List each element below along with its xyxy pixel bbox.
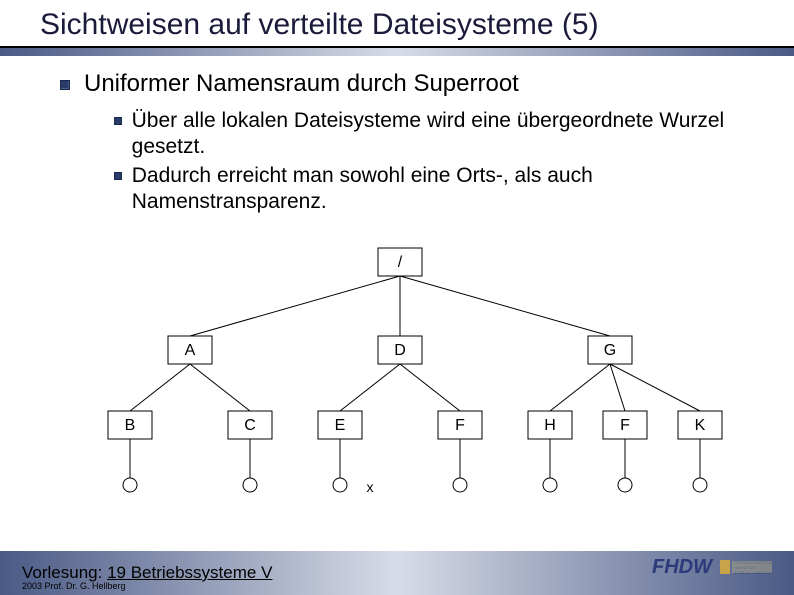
svg-text:F: F xyxy=(620,417,630,434)
tree-diagram: / A D G B C E F H F Kx xyxy=(70,240,730,510)
svg-text:x: x xyxy=(367,479,374,495)
footer-line2: 2003 Prof. Dr. G. Hellberg xyxy=(22,581,126,591)
sub-bullet-text: Dadurch erreicht man sowohl eine Orts-, … xyxy=(132,163,764,216)
footer-title: 19 Betriebssysteme V xyxy=(107,563,272,582)
tree-svg: / A D G B C E F H F Kx xyxy=(70,240,730,510)
logo-main: FHDW xyxy=(652,556,714,578)
sub-bullet-row: Dadurch erreicht man sowohl eine Orts-, … xyxy=(114,163,764,216)
sub-bullet-text: Über alle lokalen Dateisysteme wird eine… xyxy=(132,108,764,161)
bullet-icon xyxy=(114,117,122,125)
logo-badge-bg xyxy=(720,560,730,574)
svg-text:C: C xyxy=(244,417,256,434)
title-underline xyxy=(0,48,794,56)
logo-badge-sticker xyxy=(732,561,772,573)
svg-text:G: G xyxy=(604,342,616,359)
svg-text:A: A xyxy=(185,342,196,359)
sub-bullet-row: Über alle lokalen Dateisysteme wird eine… xyxy=(114,108,764,161)
main-bullet-text: Uniformer Namensraum durch Superroot xyxy=(84,70,519,98)
svg-text:B: B xyxy=(125,417,136,434)
slide-title: Sichtweisen auf verteilte Dateisysteme (… xyxy=(0,0,794,48)
logo-svg: FHDW FACHHOCHSCHULE FÜR DIE WIRTSCHAFT H… xyxy=(652,553,772,589)
main-bullet-row: Uniformer Namensraum durch Superroot xyxy=(60,70,764,98)
sub-bullet-list: Über alle lokalen Dateisysteme wird eine… xyxy=(114,108,764,215)
bullet-icon xyxy=(60,80,70,90)
footer-prefix: Vorlesung: xyxy=(22,563,107,582)
footer-line1: Vorlesung: 19 Betriebssysteme V xyxy=(22,563,272,583)
svg-text:/: / xyxy=(398,254,403,271)
svg-text:F: F xyxy=(455,417,465,434)
content-area: Uniformer Namensraum durch Superroot Übe… xyxy=(0,56,794,215)
title-text: Sichtweisen auf verteilte Dateisysteme (… xyxy=(40,8,599,41)
fhdw-logo: FHDW FACHHOCHSCHULE FÜR DIE WIRTSCHAFT H… xyxy=(652,553,772,589)
svg-text:H: H xyxy=(544,417,556,434)
footer-bar: Vorlesung: 19 Betriebssysteme V 2003 Pro… xyxy=(0,551,794,595)
svg-text:K: K xyxy=(695,417,706,434)
svg-text:E: E xyxy=(335,417,346,434)
svg-text:D: D xyxy=(394,342,406,359)
bullet-icon xyxy=(114,172,122,180)
